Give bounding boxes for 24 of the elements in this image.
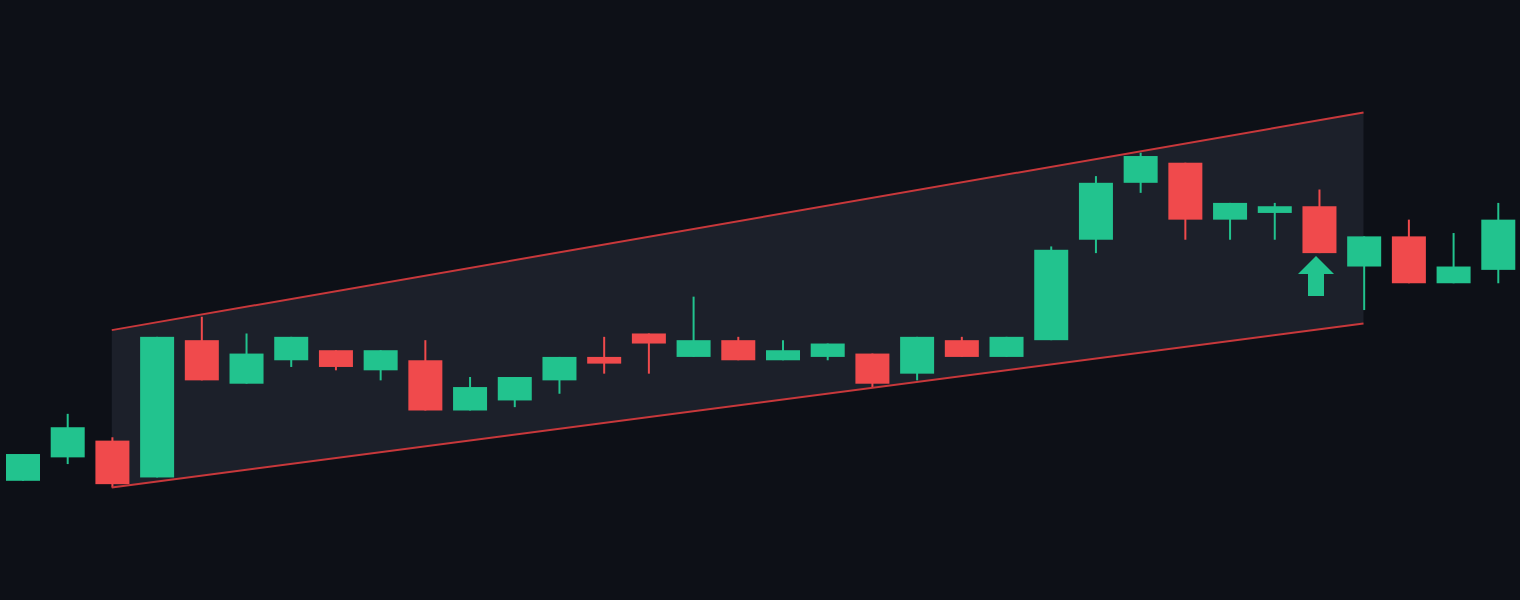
candlestick bbox=[1257, 201, 1292, 241]
candlestick bbox=[274, 335, 309, 368]
candlestick bbox=[587, 335, 622, 375]
candlestick bbox=[497, 376, 532, 409]
candlestick bbox=[1213, 201, 1248, 241]
candlestick bbox=[676, 295, 711, 358]
candlestick bbox=[453, 376, 488, 412]
candlestick bbox=[6, 453, 40, 482]
candlestick bbox=[95, 436, 130, 489]
candlestick bbox=[229, 332, 264, 385]
candlestick bbox=[1347, 235, 1382, 312]
candlestick bbox=[363, 349, 398, 382]
candlestick bbox=[631, 332, 666, 375]
candlestick bbox=[1436, 232, 1471, 285]
candlestick bbox=[1302, 188, 1337, 255]
candlestick bbox=[50, 412, 85, 466]
candlestick bbox=[944, 335, 979, 358]
candlestick bbox=[1123, 151, 1158, 194]
candlestick bbox=[900, 335, 935, 382]
candlestick bbox=[184, 315, 219, 382]
candlestick bbox=[855, 352, 890, 389]
candlestick bbox=[1391, 218, 1426, 285]
candlestick bbox=[318, 349, 353, 372]
candlestick bbox=[542, 355, 577, 395]
